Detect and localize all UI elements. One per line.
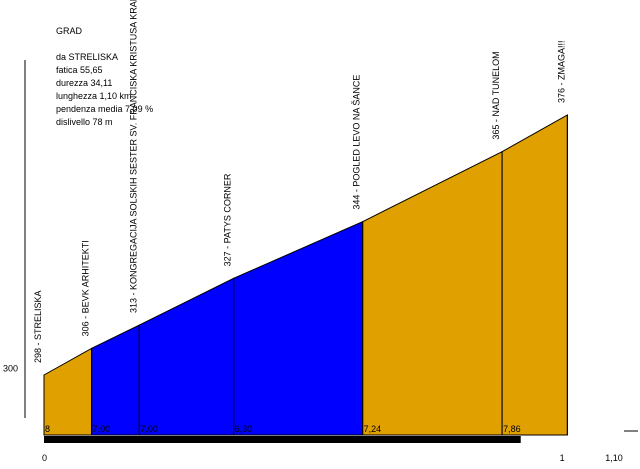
profile-segment	[43, 347, 93, 436]
waypoint-label: 313 - KONGREGACIJA SOLSKIH SESTER SV. FR…	[128, 0, 138, 313]
chart-title: GRAD	[56, 26, 83, 36]
route-info: da STRELISKA fatica 55,65 durezza 34,11 …	[56, 51, 153, 129]
info-line-avg-grade: pendenza media 7,09 %	[56, 104, 154, 114]
grade-label: 7,00	[93, 424, 111, 434]
profile-segments	[43, 114, 568, 436]
grade-label: 8	[45, 424, 50, 434]
waypoint-label: 298 - STRELISKA	[33, 290, 43, 363]
x-tick-label: 1,10	[605, 453, 623, 463]
waypoint-label: 365 - NAD TUNELOM	[491, 51, 501, 139]
waypoint-label: 344 - POGLED LEVO NA ŠANCE	[352, 75, 362, 210]
grade-label: 7,86	[503, 424, 521, 434]
profile-segment	[362, 150, 503, 436]
distance-bar	[44, 436, 521, 443]
axes: 300 0 1 1,10	[3, 60, 638, 463]
info-line-elevation-gain: dislivello 78 m	[56, 117, 113, 127]
y-tick-label: 300	[3, 363, 18, 373]
x-tick-label: 0	[42, 453, 47, 463]
x-tick-label: 1	[560, 453, 565, 463]
grade-label: 6,30	[235, 424, 253, 434]
grade-labels: 8 7,00 7,00 6,30 7,24 7,86	[45, 424, 521, 434]
profile-segment	[233, 220, 364, 436]
info-line-start: da STRELISKA	[56, 52, 119, 62]
info-line-length: lunghezza 1,10 km	[56, 91, 132, 101]
waypoint-labels: 298 - STRELISKA 306 - BEVK ARHITEKTI 313 -…	[33, 0, 566, 363]
waypoint-label: 376 - ZMAGA!!!	[556, 40, 566, 103]
profile-segment	[501, 114, 568, 436]
profile-segment	[138, 277, 235, 436]
grade-label: 7,00	[140, 424, 158, 434]
info-line-fatigue: fatica 55,65	[56, 65, 103, 75]
grade-label: 7,24	[364, 424, 382, 434]
waypoint-label: 327 - PATYS CORNER	[223, 173, 233, 266]
profile-segment	[91, 324, 140, 436]
waypoint-label: 306 - BEVK ARHITEKTI	[81, 240, 91, 336]
info-line-difficulty: durezza 34,11	[56, 78, 113, 88]
waypoint-dividers	[91, 115, 568, 435]
